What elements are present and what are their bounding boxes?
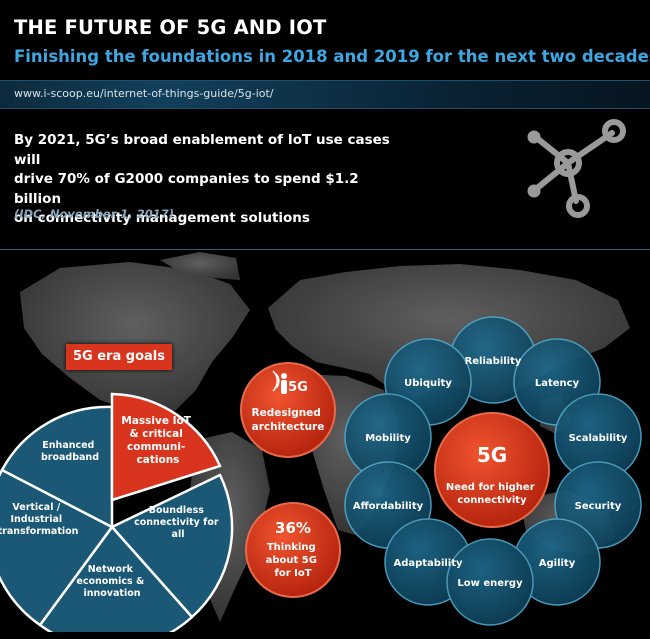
pie-slice-massive-iot (110, 392, 222, 502)
goals-tag: 5G era goals (66, 344, 172, 370)
url-bar (0, 80, 650, 109)
bubble-label: Adaptability (393, 558, 463, 569)
quote-line: drive 70% of G2000 companies to spend $1… (14, 171, 359, 207)
stat-badge: 36% Thinking about 5G for IoT (245, 502, 341, 598)
center-5g-circle (434, 412, 550, 528)
idc-quote: By 2021, 5G’s broad enablement of IoT us… (14, 131, 394, 229)
slice-label-massive-iot: Massive IoT & critical communi- cations (121, 415, 194, 466)
bubble-label: Affordability (353, 501, 424, 512)
5g-bubble-cluster: Reliability Ubiquity Latency Scalability… (344, 316, 642, 626)
pie-slice-boundless (109, 473, 234, 619)
slice-label-network: Network economics & innovation (76, 564, 147, 599)
arch-icon-label: 5G (288, 380, 308, 395)
quote-source: (IDC, November 1, 2017) (14, 207, 175, 221)
section-divider (0, 249, 650, 250)
svg-text:Thinking about 5G for: Thinking about 5G for IoT (266, 542, 321, 579)
bubble-label: Scalability (569, 433, 628, 444)
svg-text:Need for higher connectivi: Need for higher connectivity (446, 482, 538, 506)
page-subtitle: Finishing the foundations in 2018 and 20… (14, 47, 650, 66)
bubble-label: Mobility (365, 433, 411, 444)
slice-label-enhanced: Enhanced broadband (41, 440, 99, 463)
goals-pie: Massive IoT & critical communi- cations … (0, 392, 234, 632)
architecture-badge: 5G Redesigned architecture (240, 362, 336, 458)
bubble-label: Ubiquity (404, 378, 452, 389)
svg-text:Redesigned architecture: Redesigned architecture (252, 407, 325, 433)
quote-line: By 2021, 5G’s broad enablement of IoT us… (14, 132, 390, 168)
stat-value: 36% (275, 519, 311, 537)
bubble-label: Security (575, 501, 622, 512)
center-title: 5G (477, 443, 507, 467)
bubble-label: Latency (535, 378, 580, 389)
network-nodes-icon (527, 119, 626, 218)
bubble-label: Reliability (465, 356, 522, 367)
source-url[interactable]: www.i-scoop.eu/internet-of-things-guide/… (14, 87, 274, 100)
bubble-label: Low energy (457, 578, 523, 589)
bubble-label: Agility (539, 558, 576, 569)
pie-slice-vertical (0, 468, 114, 627)
antenna-person-icon (272, 370, 287, 394)
bubble-low-energy (446, 538, 534, 626)
quote-line: on connectivity management solutions (14, 210, 310, 226)
pie-slice-enhanced (0, 405, 114, 530)
page-title: THE FUTURE OF 5G AND IOT (14, 16, 327, 39)
slice-label-vertical: Vertical / Industrial transformation (0, 502, 79, 537)
slice-label-boundless: Boundless connectivity for all (134, 505, 222, 540)
pie-slice-network (38, 525, 194, 632)
